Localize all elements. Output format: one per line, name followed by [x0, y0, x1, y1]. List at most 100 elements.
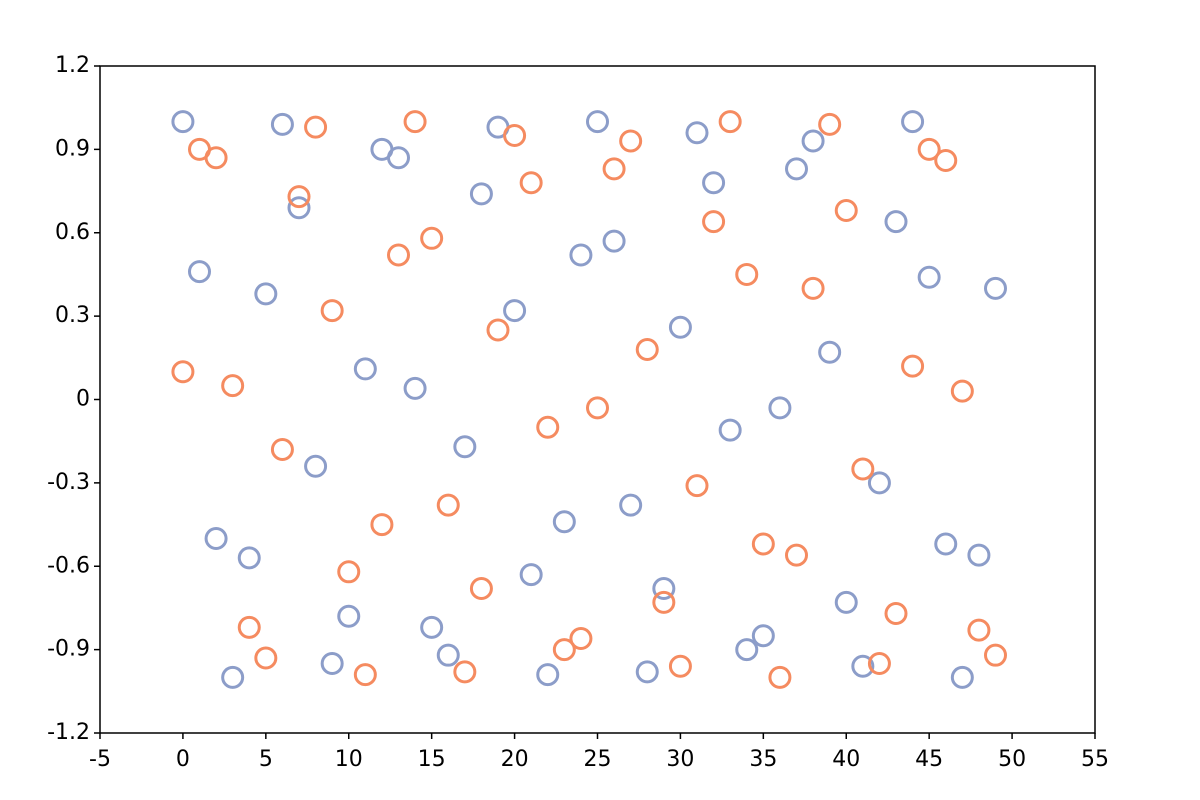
point: [320, 299, 344, 323]
x-tick-label: 35: [749, 747, 777, 772]
point: [337, 604, 361, 628]
point: [353, 663, 377, 687]
point: [387, 146, 410, 170]
x-tick-label: 30: [666, 747, 694, 772]
y-tick-label: -0.6: [47, 553, 90, 578]
point: [635, 660, 659, 684]
point: [270, 112, 294, 136]
point: [254, 282, 278, 306]
point: [453, 435, 477, 459]
point: [652, 576, 676, 600]
point: [420, 615, 444, 639]
point: [519, 171, 543, 195]
point: [536, 663, 560, 687]
x-tick-label: 45: [915, 747, 943, 772]
point: [801, 276, 825, 300]
point: [237, 615, 261, 639]
point: [668, 654, 692, 678]
point: [188, 260, 211, 284]
y-tick-label: -0.3: [47, 470, 90, 495]
point: [785, 543, 808, 567]
point: [735, 262, 759, 286]
point: [702, 171, 726, 195]
y-tick-label: 0.9: [55, 136, 90, 161]
point: [287, 185, 311, 209]
y-tick-label: -0.9: [47, 637, 90, 662]
point: [950, 379, 974, 403]
point: [884, 210, 908, 234]
point: [785, 157, 808, 181]
point: [668, 315, 692, 339]
point: [337, 560, 361, 584]
y-tick-label: 0.6: [55, 220, 90, 245]
point: [619, 129, 643, 153]
point: [403, 110, 427, 134]
point: [552, 510, 576, 534]
point: [652, 590, 676, 614]
point: [735, 638, 759, 662]
y-tick-label: -1.2: [47, 720, 90, 745]
point: [619, 493, 643, 517]
point: [801, 129, 825, 153]
point: [884, 601, 908, 625]
x-tick-label: 15: [418, 747, 446, 772]
point: [834, 199, 858, 223]
point: [304, 454, 328, 478]
point: [984, 643, 1007, 667]
point: [917, 137, 941, 161]
x-tick-label: 25: [584, 747, 612, 772]
point: [818, 112, 842, 136]
point: [552, 638, 576, 662]
x-tick-label: 50: [998, 747, 1026, 772]
point: [503, 123, 527, 147]
point: [270, 438, 294, 462]
point: [718, 110, 742, 134]
point: [586, 110, 609, 134]
point: [436, 643, 460, 667]
point: [287, 196, 311, 220]
point: [751, 624, 775, 648]
point: [901, 110, 925, 134]
point: [586, 396, 609, 420]
point: [469, 182, 493, 206]
point: [420, 226, 444, 250]
point: [950, 665, 974, 689]
point: [685, 121, 709, 145]
point: [685, 474, 709, 498]
point: [171, 110, 195, 134]
point: [204, 146, 228, 170]
y-tick-label: 0.3: [55, 303, 90, 328]
point: [503, 299, 527, 323]
point: [221, 374, 245, 398]
point: [635, 337, 659, 361]
point: [851, 457, 875, 481]
x-tick-label: 55: [1081, 747, 1109, 772]
plot-frame: [99, 65, 1096, 734]
point: [718, 418, 742, 442]
x-tick-label: 0: [176, 747, 190, 772]
point: [768, 665, 792, 689]
point: [304, 115, 328, 139]
point: [917, 265, 941, 289]
x-tick-label: 5: [259, 747, 273, 772]
point: [569, 627, 593, 651]
point: [171, 360, 195, 384]
point: [818, 340, 842, 364]
point: [834, 590, 858, 614]
point: [221, 665, 245, 689]
point: [602, 229, 626, 253]
point: [204, 526, 228, 550]
point: [967, 543, 991, 567]
point: [353, 357, 377, 381]
point: [867, 471, 891, 495]
point: [469, 576, 493, 600]
point: [536, 415, 560, 439]
point: [486, 318, 510, 342]
x-tick-label: 20: [501, 747, 529, 772]
point: [602, 157, 626, 181]
point: [519, 563, 543, 587]
point: [984, 276, 1007, 300]
x-tick-label: -5: [89, 747, 111, 772]
point: [569, 243, 593, 267]
